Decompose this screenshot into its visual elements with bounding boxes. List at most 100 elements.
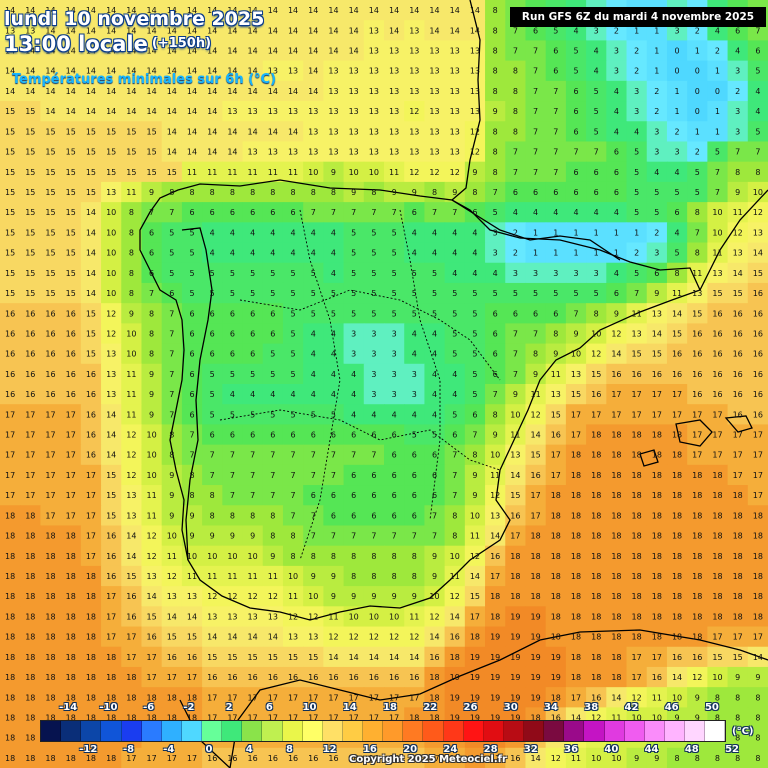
temperature-cell [626,424,648,446]
temperature-value: 5 [169,228,174,237]
temperature-cell [525,282,547,304]
temperature-cell [525,384,547,405]
temperature-cell [626,343,648,365]
temperature-cell [666,444,688,466]
temperature-value: 4 [250,249,255,258]
temperature-cell [141,181,163,203]
temperature-cell [505,343,527,365]
temperature-value: 11 [733,208,743,217]
temperature-cell [666,666,688,688]
temperature-cell [80,242,102,264]
temperature-cell [161,545,183,567]
temperature-value: 9 [210,532,215,541]
temperature-cell [404,404,426,426]
temperature-value: 3 [351,329,356,338]
temperature-cell [363,222,385,244]
temperature-cell [60,424,82,446]
temperature-cell [121,161,143,183]
temperature-cell [565,282,587,304]
temperature-cell [545,687,567,708]
temperature-value: 15 [66,127,76,136]
temperature-value: 3 [371,329,376,338]
temperature-cell [606,626,628,648]
temperature-cell [282,586,304,607]
temperature-value: 6 [149,249,154,258]
temperature-cell [303,222,324,244]
temperature-cell [545,384,567,405]
temperature-cell [727,444,749,466]
temperature-value: 14 [268,26,278,35]
temperature-value: 13 [429,87,439,96]
temperature-cell [525,141,547,163]
temperature-cell [485,121,506,143]
temperature-cell [80,282,102,304]
temperature-cell [40,545,62,567]
temperature-value: 15 [672,329,682,338]
temperature-value: 17 [5,471,15,480]
temperature-cell [0,404,21,426]
temperature-value: 13 [450,127,460,136]
temperature-cell [424,161,446,183]
temperature-cell [303,303,324,324]
temperature-value: 4 [210,249,215,258]
temperature-cell [464,464,486,486]
legend-swatch [544,721,565,741]
temperature-value: 8 [493,47,498,56]
temperature-cell [80,121,102,143]
temperature-cell [586,40,607,62]
temperature-value: 7 [533,329,538,338]
temperature-cell [282,444,304,466]
temperature-value: 15 [126,127,136,136]
legend-tick-label: 52 [725,744,739,755]
legend-tick-label: 14 [342,702,357,713]
temperature-value: 6 [573,188,578,197]
temperature-cell [505,60,527,82]
temperature-cell [20,282,42,304]
temperature-value: 17 [66,471,76,480]
temperature-value: 6 [351,471,356,480]
temperature-value: 7 [513,370,518,379]
temperature-value: 15 [571,390,581,399]
temperature-value: 9 [735,188,740,197]
temperature-cell [384,384,405,405]
temperature-value: 18 [652,612,662,621]
temperature-value: 18 [652,633,662,642]
temperature-value: 15 [66,269,76,278]
temperature-cell [687,222,708,244]
temperature-value: 8 [351,572,356,581]
temperature-cell [40,141,62,163]
temperature-value: 8 [291,188,296,197]
temperature-cell [181,0,203,21]
temperature-value: 6 [594,168,599,177]
temperature-value: 15 [86,168,96,177]
temperature-cell [20,606,42,628]
temperature-cell [202,505,223,527]
temperature-cell [606,525,628,547]
temperature-value: 13 [450,107,460,116]
temperature-cell [404,323,426,345]
temperature-cell [323,545,345,567]
temperature-cell [323,464,345,486]
temperature-cell [586,303,607,324]
temperature-value: 13 [389,107,399,116]
temperature-value: 6 [351,491,356,500]
temperature-cell [545,747,567,768]
temperature-value: 10 [712,228,722,237]
temperature-value: 12 [753,208,763,217]
legend-swatch [81,721,102,741]
temperature-cell [545,40,567,62]
temperature-value: 17 [187,673,197,682]
temperature-value: 8 [129,249,134,258]
temperature-cell [323,525,345,547]
temperature-cell [424,60,446,82]
temperature-cell [404,202,426,223]
temperature-value: 9 [331,168,336,177]
legend-swatch [161,721,182,741]
temperature-value: 10 [106,228,116,237]
temperature-value: 14 [66,107,76,116]
temperature-cell [181,565,203,587]
temperature-cell [586,545,607,567]
temperature-cell [303,626,324,648]
temperature-cell [464,303,486,324]
temperature-value: 13 [470,107,480,116]
